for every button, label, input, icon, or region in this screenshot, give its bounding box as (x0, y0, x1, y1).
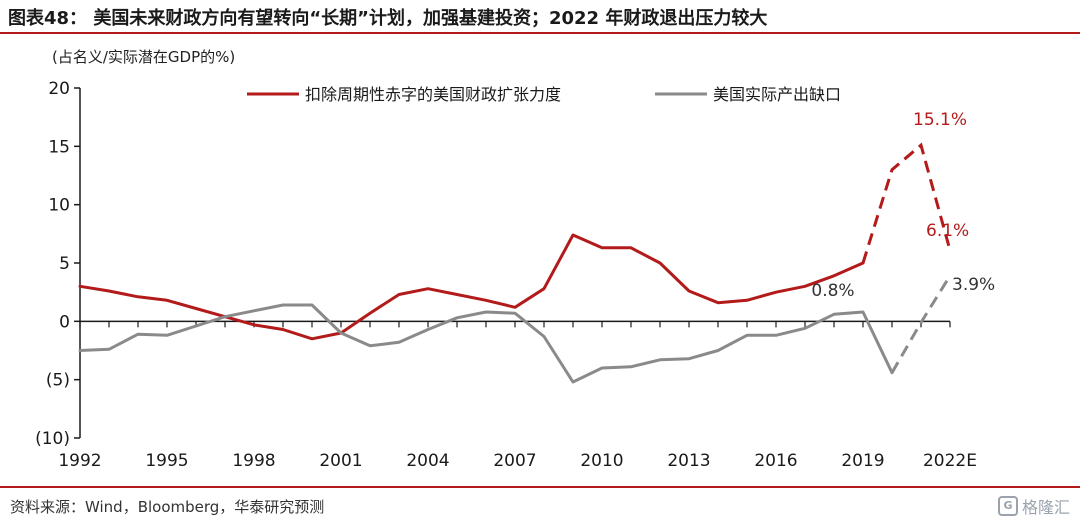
data-label: 0.8% (811, 281, 854, 301)
footer-divider (0, 486, 1080, 488)
series-1-line-forecast (890, 275, 952, 374)
y-tick-label: (5) (46, 371, 70, 391)
line-chart: 20 15 10 5 0 (5) (10)1992 1995 1998 2001 2004 2007 2… (35, 79, 995, 471)
y-tick-label: (10) (35, 429, 70, 449)
data-label: 15.1% (913, 110, 967, 130)
data-label: 6.1% (926, 221, 969, 241)
figure-footer: 资料来源：Wind，Bloomberg，华泰研究预测 G 格隆汇 (0, 486, 1080, 524)
y-tick-label: 10 (48, 196, 70, 216)
y-tick-label: 15 (48, 137, 70, 157)
legend-label-1: 美国实际产出缺口 (713, 85, 841, 104)
figure-header: 图表48： 美国未来财政方向有望转向“长期”计划，加强基建投资；2022 年财政… (0, 0, 1080, 40)
x-tick-label: 2016 (754, 451, 797, 471)
watermark-text: 格隆汇 (1021, 498, 1070, 517)
x-tick-label: 2019 (841, 451, 884, 471)
legend-label-0: 扣除周期性赤字的美国财政扩张力度 (305, 85, 561, 104)
x-tick-label: 1998 (232, 451, 275, 471)
source-note: 资料来源：Wind，Bloomberg，华泰研究预测 (10, 498, 325, 516)
series-0-line-actual (78, 233, 865, 341)
x-tick-label: 2010 (580, 451, 623, 471)
watermark-logo-icon: G (997, 496, 1018, 516)
x-tick-label: 2001 (319, 451, 362, 471)
x-tick-label: 2022E (923, 451, 977, 471)
header-divider (0, 32, 1080, 34)
data-label: 3.9% (952, 275, 995, 295)
y-tick-label: 5 (59, 254, 70, 274)
x-tick-label: 1992 (58, 451, 101, 471)
figure-title: 图表48： 美国未来财政方向有望转向“长期”计划，加强基建投资；2022 年财政… (8, 8, 768, 29)
series-1-line-actual (78, 303, 894, 384)
y-tick-label: 20 (48, 79, 70, 99)
x-tick-label: 2013 (667, 451, 710, 471)
x-tick-label: 2007 (493, 451, 536, 471)
x-tick-label: 1995 (145, 451, 188, 471)
series-0-line-forecast (861, 142, 952, 264)
watermark: G 格隆汇 (997, 494, 1070, 518)
x-tick-label: 2004 (406, 451, 449, 471)
y-tick-label: 0 (59, 312, 70, 332)
y-axis-unit-label: (占名义/实际潜在GDP的%) (52, 48, 236, 66)
